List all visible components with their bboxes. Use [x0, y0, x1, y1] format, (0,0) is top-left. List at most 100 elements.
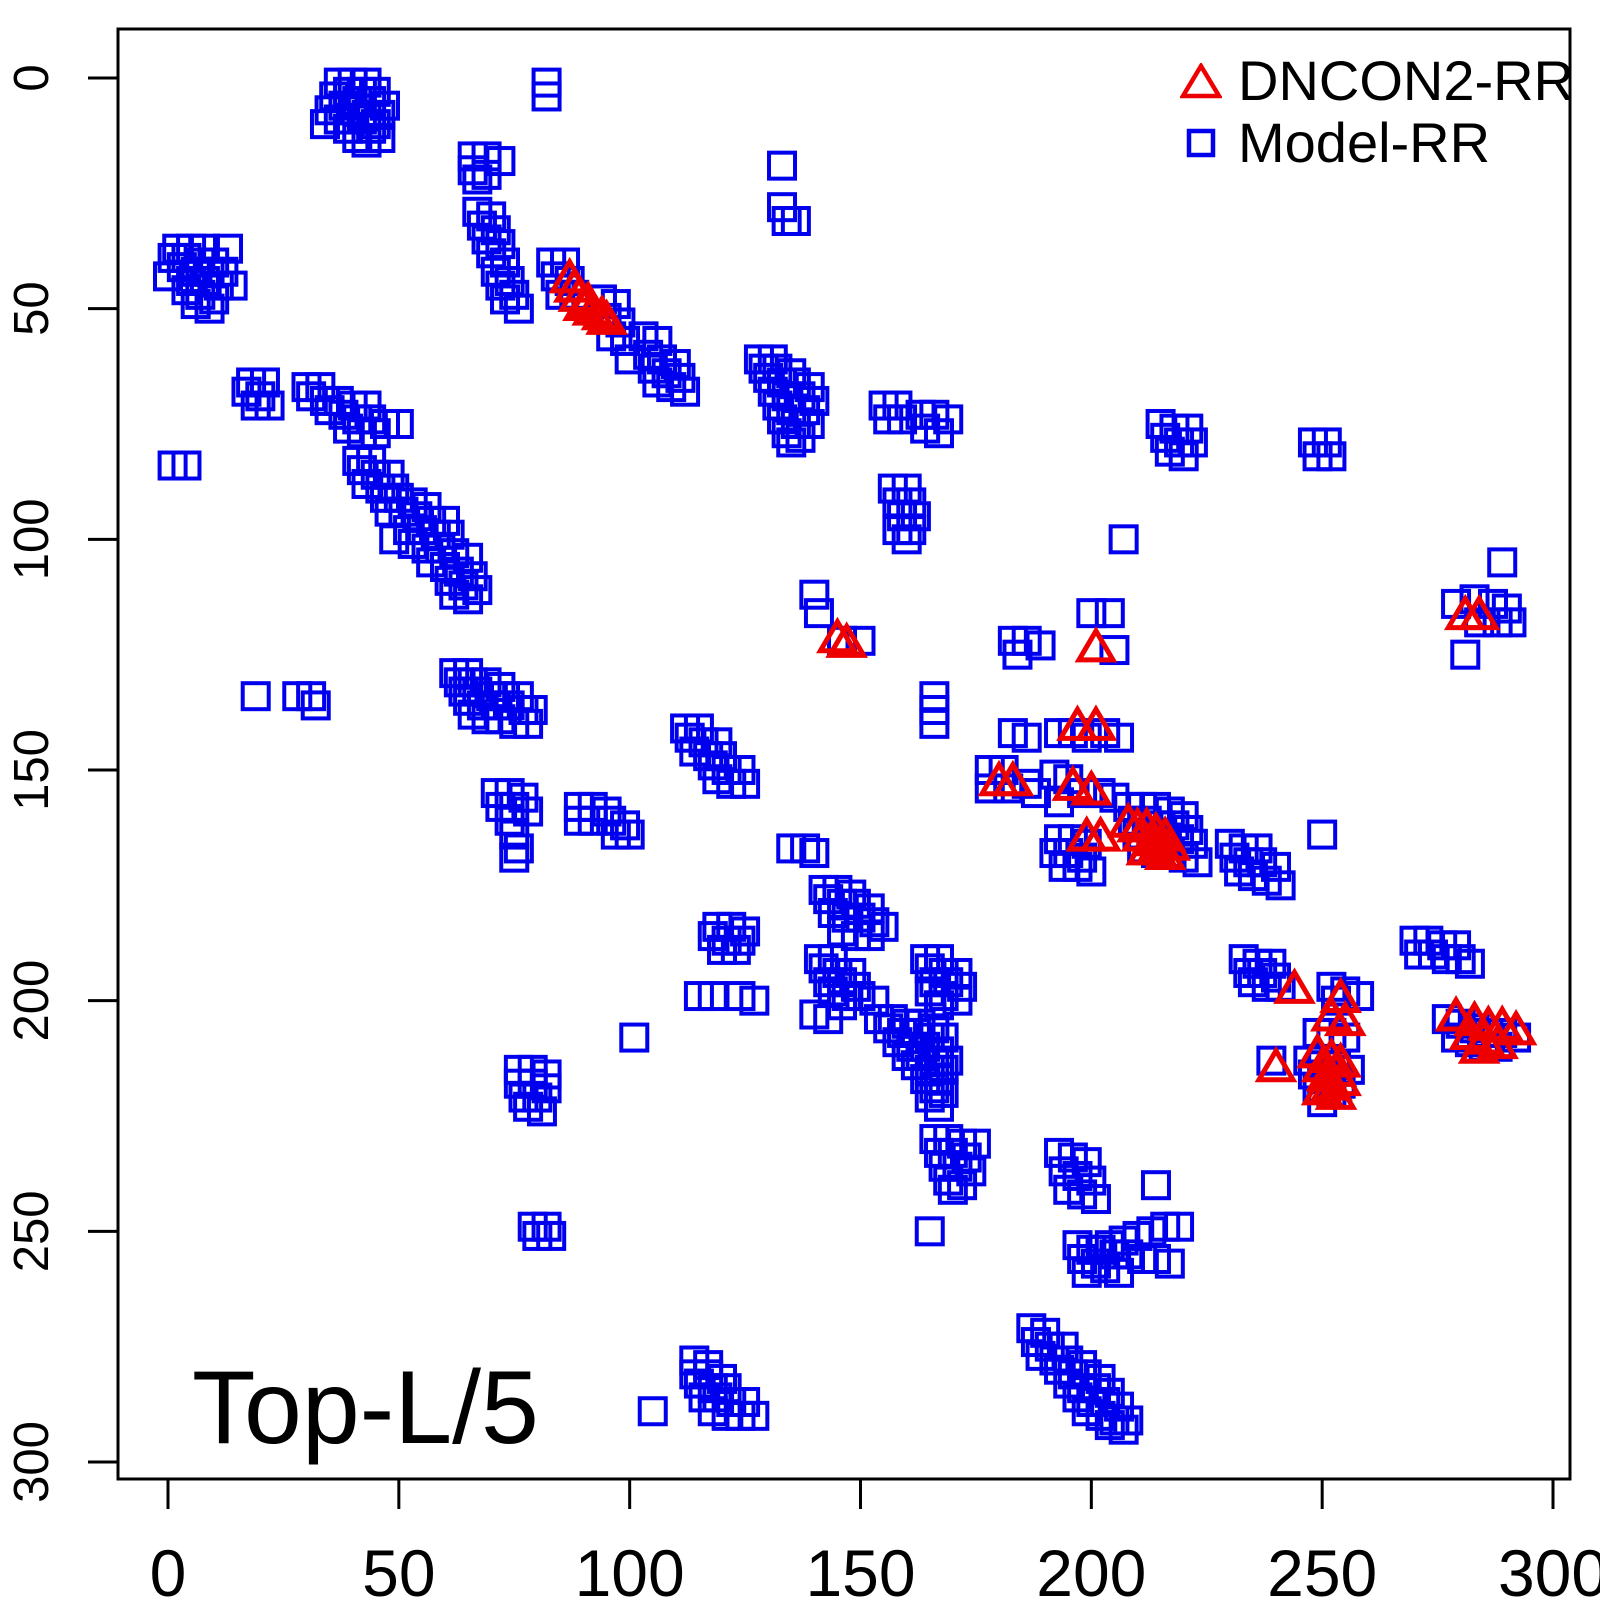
model-rr-marker — [803, 598, 834, 629]
model-rr-marker — [919, 708, 950, 739]
dncon2-rr-marker — [1434, 995, 1478, 1032]
model-rr-marker — [914, 1082, 945, 1113]
model-rr-marker — [531, 1073, 562, 1104]
model-rr-marker — [1108, 524, 1139, 555]
model-rr-marker — [1450, 639, 1481, 670]
square-icon — [1164, 127, 1238, 159]
model-rr-marker — [1080, 1184, 1111, 1215]
model-rr-marker — [1076, 598, 1107, 629]
model-rr-marker — [887, 404, 918, 435]
model-rr-marker — [1067, 778, 1098, 809]
dncon2-rr-marker — [1120, 815, 1164, 852]
model-rr-marker — [1140, 1170, 1171, 1201]
model-rr-marker — [485, 671, 516, 702]
x-tick-label: 0 — [150, 1536, 187, 1600]
model-rr-marker — [531, 1211, 562, 1242]
model-rr-marker — [245, 381, 276, 412]
model-rr-marker — [891, 524, 922, 555]
model-rr-marker — [637, 1396, 668, 1427]
dncon2-rr-marker — [816, 616, 859, 654]
model-rr-marker — [171, 450, 202, 481]
model-rr-marker — [531, 81, 562, 112]
model-rr-marker — [1080, 1248, 1111, 1279]
model-rr-marker — [923, 1091, 954, 1122]
model-rr-marker — [199, 247, 230, 278]
dncon2-rr-marker — [1143, 833, 1187, 871]
model-rr-marker — [1496, 607, 1527, 638]
model-rr-marker — [254, 390, 285, 421]
model-rr-marker — [739, 1400, 770, 1431]
model-rr-marker — [296, 681, 327, 712]
dncon2-rr-marker — [1319, 1059, 1363, 1097]
model-rr-marker — [1011, 722, 1042, 753]
y-tick-label: 150 — [5, 729, 59, 811]
model-rr-marker — [1108, 1414, 1139, 1445]
dncon2-rr-marker — [562, 284, 605, 322]
legend-label-dncon2: DNCON2-RR — [1238, 49, 1574, 112]
axis-tick-labels: 0 50 100 150 200 250 300 0 50 100 150 200 250 300 — [5, 64, 1600, 1600]
model-rr-marker — [503, 833, 534, 864]
model-rr-marker — [453, 584, 484, 615]
model-rr-marker — [1454, 948, 1485, 979]
model-rr-marker — [240, 681, 271, 712]
y-tick-label: 0 — [5, 64, 59, 91]
model-rr-marker — [383, 408, 414, 439]
model-rr-marker — [670, 376, 701, 407]
dncon2-rr-marker — [1106, 801, 1150, 838]
model-rr-marker — [942, 985, 973, 1016]
x-tick-label: 50 — [362, 1536, 435, 1600]
x-tick-label: 150 — [805, 1536, 915, 1600]
model-rr-marker — [1307, 819, 1338, 850]
model-rr-marker — [1025, 630, 1056, 661]
x-tick-label: 100 — [575, 1536, 685, 1600]
model-rr-marker — [536, 1220, 567, 1251]
model-rr-marker — [799, 838, 830, 869]
model-rr-marker — [937, 1174, 968, 1205]
model-rr-marker — [1265, 870, 1296, 901]
model-rr-marker — [923, 990, 954, 1021]
dncon2-rr-marker — [585, 298, 628, 335]
model-rr-marker — [309, 109, 340, 140]
model-rr-marker — [707, 1363, 738, 1394]
model-rr-marker — [919, 1073, 950, 1104]
plot-border — [116, 27, 1572, 1481]
model-rr-marker — [1487, 547, 1518, 578]
model-rr-marker — [1182, 847, 1213, 878]
axis-ticks — [88, 76, 1555, 1509]
model-rr-marker — [827, 990, 858, 1021]
model-rr-marker — [490, 247, 521, 278]
dncon2-rr-marker — [1254, 1045, 1298, 1083]
dncon2-rr-marker — [1051, 764, 1095, 801]
model-rr-marker — [1168, 441, 1199, 472]
model-rr-marker — [610, 810, 641, 841]
triangle-icon — [1164, 63, 1238, 99]
model-rr-marker — [1099, 635, 1130, 666]
model-rr-marker — [730, 916, 761, 947]
model-rr-marker — [1002, 639, 1033, 670]
page-title: Top-L/5 — [192, 1350, 539, 1466]
model-rr-marker — [790, 833, 821, 864]
model-rr-marker — [1104, 1257, 1135, 1288]
y-tick-label: 200 — [5, 960, 59, 1042]
model-rr-marker — [1094, 598, 1125, 629]
model-rr-marker — [914, 1216, 945, 1247]
model-rr-marker — [739, 985, 770, 1016]
model-rr-marker — [780, 206, 811, 237]
x-tick-label: 300 — [1498, 1536, 1600, 1600]
y-tick-label: 250 — [5, 1190, 59, 1272]
model-rr-marker — [499, 842, 530, 873]
model-rr-marker — [974, 773, 1005, 804]
model-rr-marker — [799, 579, 830, 610]
y-tick-label: 300 — [5, 1421, 59, 1503]
model-rr-marker — [896, 515, 927, 546]
dncon2-rr-marker — [1457, 1027, 1501, 1064]
y-tick-label: 50 — [5, 281, 59, 336]
model-rr-marker — [730, 768, 761, 799]
dncon2-rr-marker — [1323, 999, 1367, 1037]
dncon2-rr-marker — [1457, 593, 1501, 631]
model-rr-marker — [513, 708, 544, 739]
model-rr-marker — [1076, 856, 1107, 887]
model-rr-marker — [300, 690, 331, 721]
